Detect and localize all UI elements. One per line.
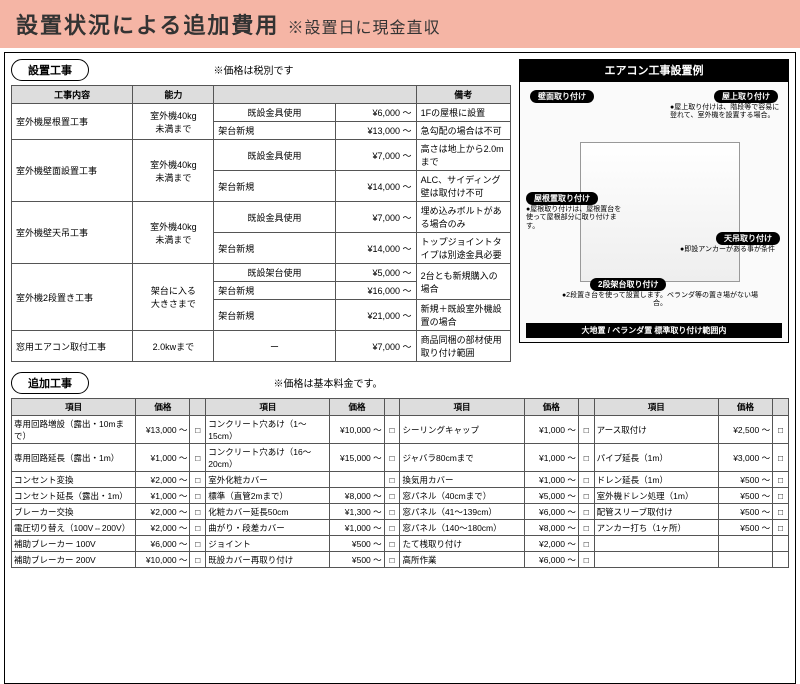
checkbox[interactable]: □ xyxy=(773,488,789,504)
checkbox[interactable]: □ xyxy=(190,536,206,552)
section1-label: 設置工事 xyxy=(11,59,89,81)
pill-2stage: 2段架台取り付け xyxy=(590,278,666,291)
checkbox[interactable]: □ xyxy=(190,444,206,472)
anno-rooftop: ●屋上取り付けは、階段等で容易に登れて、室外機を設置する場合。 xyxy=(670,104,780,121)
example-diagram: 壁面取り付け 屋上取り付け ●屋上取り付けは、階段等で容易に登れて、室外機を設置… xyxy=(519,81,789,343)
checkbox[interactable]: □ xyxy=(773,504,789,520)
checkbox[interactable]: □ xyxy=(578,472,594,488)
pill-roof: 屋根置取り付け xyxy=(526,192,598,205)
checkbox[interactable]: □ xyxy=(190,552,206,568)
checkbox[interactable]: □ xyxy=(190,488,206,504)
anno-2stage: ●2段置き台を使って設置します。ベランダ等の置き場がない場合。 xyxy=(560,292,760,309)
checkbox[interactable]: □ xyxy=(190,504,206,520)
checkbox[interactable]: □ xyxy=(384,444,400,472)
checkbox[interactable]: □ xyxy=(190,472,206,488)
checkbox[interactable]: □ xyxy=(578,520,594,536)
banner-sub: ※設置日に現金直収 xyxy=(287,20,440,37)
pill-ceiling: 天吊取り付け xyxy=(716,232,780,245)
section2-note: ※価格は基本料金です。 xyxy=(273,375,382,390)
section2-label: 追加工事 xyxy=(11,372,89,394)
checkbox[interactable]: □ xyxy=(384,472,400,488)
main-frame: 設置工事 ※価格は税別です 工事内容能力備考 室外機屋根置工事室外機40kg 未… xyxy=(4,52,796,684)
checkbox[interactable]: □ xyxy=(773,444,789,472)
checkbox[interactable]: □ xyxy=(384,520,400,536)
checkbox xyxy=(773,536,789,552)
checkbox[interactable]: □ xyxy=(578,416,594,444)
checkbox[interactable]: □ xyxy=(384,504,400,520)
pill-rooftop: 屋上取り付け xyxy=(714,90,778,103)
title-banner: 設置状況による追加費用 ※設置日に現金直収 xyxy=(0,0,800,48)
checkbox xyxy=(773,552,789,568)
checkbox[interactable]: □ xyxy=(384,552,400,568)
checkbox[interactable]: □ xyxy=(190,416,206,444)
section1-note: ※価格は税別です xyxy=(213,62,293,77)
checkbox[interactable]: □ xyxy=(578,536,594,552)
anno-roof: ●屋根取り付けは、屋根置台を使って屋根部分に取り付けます。 xyxy=(526,206,626,231)
banner-title: 設置状況による追加費用 xyxy=(16,13,279,38)
example-header: エアコン工事設置例 xyxy=(519,59,789,81)
checkbox[interactable]: □ xyxy=(773,416,789,444)
checkbox[interactable]: □ xyxy=(578,444,594,472)
install-table: 工事内容能力備考 室外機屋根置工事室外機40kg 未満まで既設金具使用¥6,00… xyxy=(11,85,511,362)
checkbox[interactable]: □ xyxy=(190,520,206,536)
checkbox[interactable]: □ xyxy=(384,536,400,552)
checkbox[interactable]: □ xyxy=(773,520,789,536)
pill-ground: 大地置 / ベランダ置 標準取り付け範囲内 xyxy=(526,323,782,338)
checkbox[interactable]: □ xyxy=(384,488,400,504)
checkbox[interactable]: □ xyxy=(578,552,594,568)
checkbox[interactable]: □ xyxy=(384,416,400,444)
checkbox[interactable]: □ xyxy=(578,488,594,504)
anno-ceiling: ●即設アンカーがある事が条件 xyxy=(680,246,780,254)
checkbox[interactable]: □ xyxy=(578,504,594,520)
extra-table: 項目価格項目価格項目価格項目価格 専用回路増設（露出・10mまで）¥13,000… xyxy=(11,398,789,568)
pill-wall: 壁面取り付け xyxy=(530,90,594,103)
checkbox[interactable]: □ xyxy=(773,472,789,488)
